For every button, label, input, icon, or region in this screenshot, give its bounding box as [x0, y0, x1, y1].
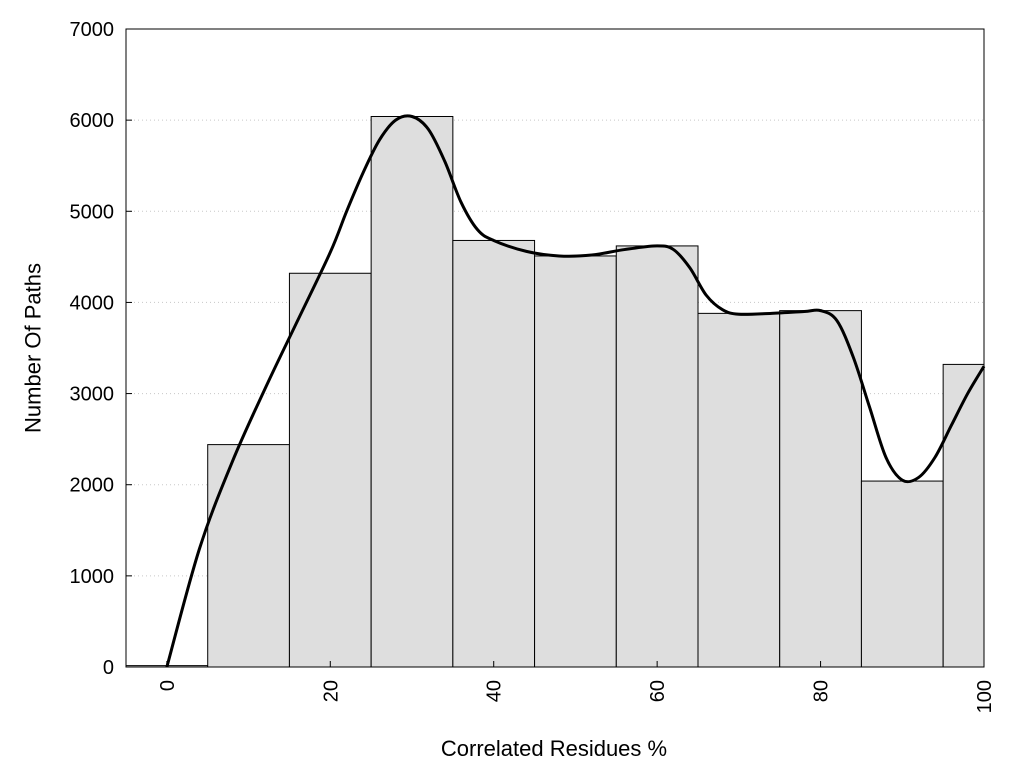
x-tick-label: 60 — [647, 680, 669, 702]
y-tick-label: 5000 — [70, 201, 115, 223]
bar — [779, 310, 862, 668]
y-tick-label: 4000 — [70, 292, 115, 314]
y-tick-label: 0 — [103, 657, 114, 679]
bar — [452, 239, 536, 668]
bar — [615, 245, 699, 668]
bar — [860, 480, 944, 668]
x-tick-label: 20 — [320, 680, 342, 702]
y-tick-label: 3000 — [70, 384, 115, 406]
bar — [942, 363, 985, 668]
bars — [125, 115, 985, 668]
x-axis-title: Correlated Residues % — [441, 736, 667, 761]
x-tick-label: 80 — [811, 680, 833, 702]
y-axis-ticks: 0 1000 2000 3000 4000 5000 6000 7000 — [70, 19, 132, 679]
bar — [534, 255, 617, 668]
x-tick-label: 0 — [157, 680, 179, 691]
bar — [370, 115, 454, 668]
plot-frame — [125, 28, 985, 668]
smooth-curve — [165, 114, 986, 668]
y-tick-label: 1000 — [70, 566, 115, 588]
bar — [697, 312, 781, 668]
x-tick-label: 100 — [974, 680, 996, 713]
bar — [288, 272, 372, 668]
bar — [207, 444, 290, 668]
x-axis-ticks: 0 20 40 60 80 100 — [157, 661, 996, 713]
smooth-curve-line — [165, 114, 986, 668]
y-tick-label: 6000 — [70, 110, 115, 132]
y-tick-label: 7000 — [70, 19, 115, 41]
y-axis-title: Number Of Paths — [21, 263, 46, 433]
y-tick-label: 2000 — [70, 475, 115, 497]
x-tick-label: 40 — [484, 680, 506, 702]
